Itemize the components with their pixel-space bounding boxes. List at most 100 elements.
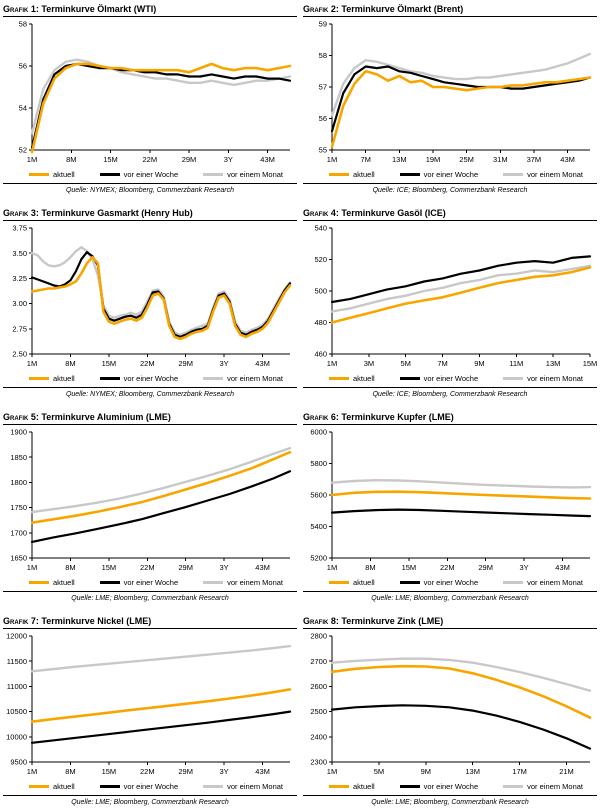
chart-panel-zink: Grafik 8: Terminkurve Zink (LME) 2300 240… <box>303 615 597 808</box>
legend-label: aktuell <box>353 781 375 791</box>
aktuell-line-swatch <box>329 376 349 380</box>
svg-text:1700: 1700 <box>10 528 27 537</box>
svg-text:15M: 15M <box>583 359 597 368</box>
chart-title: Grafik 5: Terminkurve Aluminium (LME) <box>3 411 297 425</box>
aktuell-line-swatch <box>29 580 49 584</box>
chart-number-label: Grafik 4: <box>303 208 339 218</box>
month-line-swatch <box>203 376 224 380</box>
legend-label: vor einer Woche <box>123 373 179 383</box>
svg-text:11500: 11500 <box>7 657 27 666</box>
week-line-swatch <box>99 580 120 584</box>
month-line-swatch <box>203 580 224 584</box>
legend-item-week: vor einer Woche <box>99 169 179 179</box>
chart-panel-henry-hub: Grafik 3: Terminkurve Gasmarkt (Henry Hu… <box>3 207 297 400</box>
legend-item-week: vor einer Woche <box>399 374 478 383</box>
legend-label: vor einer Woche <box>123 577 179 587</box>
chart-number-label: Grafik 5: <box>3 412 39 422</box>
legend-label: vor einem Monat <box>227 169 283 179</box>
aktuell-line-swatch <box>29 172 49 176</box>
legend-label: vor einem Monat <box>227 577 283 587</box>
legend-item-aktuell: aktuell <box>29 782 75 791</box>
svg-text:2.75: 2.75 <box>12 324 27 333</box>
legend-item-aktuell: aktuell <box>329 782 375 791</box>
svg-text:11000: 11000 <box>7 682 27 691</box>
chart-title: Grafik 4: Terminkurve Gasöl (ICE) <box>303 207 597 221</box>
svg-text:43M: 43M <box>555 563 570 572</box>
legend-item-aktuell: aktuell <box>329 374 375 383</box>
chart-title: Grafik 1: Terminkurve Ölmarkt (WTI) <box>3 3 297 17</box>
line-chart-brent: 55 56 57 58 59 1M 7M 13M 19M 25M 31M 37M 43M <box>319 20 592 164</box>
legend-item-month: vor einem Monat <box>503 578 583 587</box>
line-chart-kupfer: 5200 5400 5600 5800 6000 1M 8M 15M 22M 29M 3Y 43M <box>310 428 592 572</box>
svg-text:2500: 2500 <box>310 707 327 716</box>
svg-text:3Y: 3Y <box>224 155 233 164</box>
svg-text:17M: 17M <box>512 767 527 776</box>
svg-text:12000: 12000 <box>6 632 27 641</box>
svg-text:56: 56 <box>19 62 27 71</box>
chart-title-text: Terminkurve Ölmarkt (WTI) <box>41 4 157 14</box>
aktuell-line-swatch <box>329 784 349 788</box>
svg-text:13M: 13M <box>546 359 561 368</box>
month-line-swatch <box>503 376 524 380</box>
week-line-swatch <box>399 784 420 788</box>
svg-text:1M: 1M <box>327 767 337 776</box>
chart-title-text: Terminkurve Ölmarkt (Brent) <box>341 4 464 14</box>
svg-text:9M: 9M <box>474 359 484 368</box>
svg-text:22M: 22M <box>440 563 455 572</box>
week-line-swatch <box>399 376 420 380</box>
chart-title: Grafik 8: Terminkurve Zink (LME) <box>303 615 597 629</box>
chart-title: Grafik 2: Terminkurve Ölmarkt (Brent) <box>303 3 597 17</box>
svg-text:3.25: 3.25 <box>12 274 27 283</box>
chart-legend: aktuell vor einer Woche vor einem Monat <box>3 780 297 792</box>
svg-text:6000: 6000 <box>310 428 327 437</box>
svg-text:15M: 15M <box>102 359 117 368</box>
svg-text:3M: 3M <box>364 359 374 368</box>
legend-label: aktuell <box>53 373 75 383</box>
svg-text:29M: 29M <box>182 155 197 164</box>
line-chart-zink: 2300 2400 2500 2600 2700 2800 1M 5M 9M 13M 17M 21M <box>310 632 592 776</box>
svg-text:1750: 1750 <box>10 503 27 512</box>
svg-text:29M: 29M <box>178 563 193 572</box>
legend-label: vor einer Woche <box>423 169 479 179</box>
svg-text:3Y: 3Y <box>220 767 229 776</box>
month-line-swatch <box>503 580 524 584</box>
svg-text:19M: 19M <box>426 155 441 164</box>
week-line-swatch <box>399 580 420 584</box>
svg-text:1800: 1800 <box>10 478 27 487</box>
svg-text:3.50: 3.50 <box>12 249 27 258</box>
aktuell-line-swatch <box>29 376 49 380</box>
legend-item-week: vor einer Woche <box>99 577 179 587</box>
svg-text:8M: 8M <box>365 563 375 572</box>
legend-label: vor einer Woche <box>423 577 479 587</box>
legend-item-month: vor einem Monat <box>503 782 583 791</box>
legend-item-week: vor einer Woche <box>399 577 479 587</box>
legend-item-aktuell: aktuell <box>329 170 375 179</box>
month-line-swatch <box>503 172 524 176</box>
svg-text:7M: 7M <box>437 359 447 368</box>
svg-text:3Y: 3Y <box>220 359 229 368</box>
svg-text:57: 57 <box>319 83 327 92</box>
chart-panel-aluminium: Grafik 5: Terminkurve Aluminium (LME) 16… <box>3 411 297 604</box>
svg-text:15M: 15M <box>102 563 117 572</box>
svg-text:58: 58 <box>19 20 27 29</box>
svg-text:59: 59 <box>319 20 327 29</box>
svg-text:5200: 5200 <box>310 554 327 563</box>
legend-label: vor einer Woche <box>123 169 179 179</box>
svg-text:1M: 1M <box>327 359 337 368</box>
chart-title-text: Terminkurve Gasmarkt (Henry Hub) <box>41 208 193 218</box>
svg-text:9500: 9500 <box>10 758 27 767</box>
source-note: Quelle: LME; Bloomberg, Commerzbank Rese… <box>303 591 597 604</box>
svg-text:5800: 5800 <box>310 459 327 468</box>
svg-text:5600: 5600 <box>310 491 327 500</box>
svg-text:10500: 10500 <box>6 707 27 716</box>
svg-text:37M: 37M <box>527 155 542 164</box>
legend-label: aktuell <box>353 169 375 179</box>
svg-text:13M: 13M <box>465 767 480 776</box>
svg-text:22M: 22M <box>140 563 155 572</box>
chart-legend: aktuell vor einer Woche vor einem Monat <box>303 780 597 792</box>
svg-text:43M: 43M <box>255 359 270 368</box>
svg-text:56: 56 <box>319 114 327 123</box>
legend-label: vor einer Woche <box>423 781 479 791</box>
legend-item-month: vor einem Monat <box>203 170 283 179</box>
week-line-swatch <box>99 376 120 380</box>
